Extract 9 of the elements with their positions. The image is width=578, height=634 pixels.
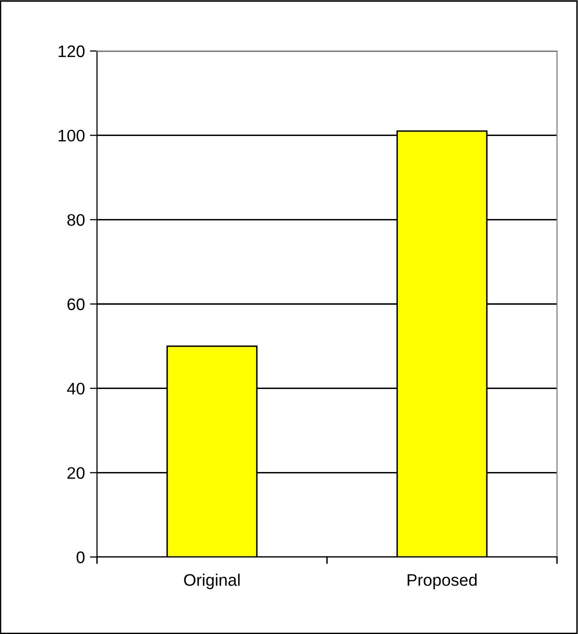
y-tick-label: 0 — [76, 551, 85, 564]
y-tick-label: 60 — [68, 298, 85, 310]
y-tick-label: 100 — [58, 130, 85, 142]
y-tick-label: 40 — [67, 382, 85, 395]
y-tick-label: 120 — [58, 45, 85, 58]
x-tick-label: Proposed — [408, 574, 477, 590]
x-tick-label: Original — [184, 574, 240, 590]
y-tick-label: 20 — [67, 467, 85, 479]
y-tick-label: 80 — [67, 214, 85, 226]
